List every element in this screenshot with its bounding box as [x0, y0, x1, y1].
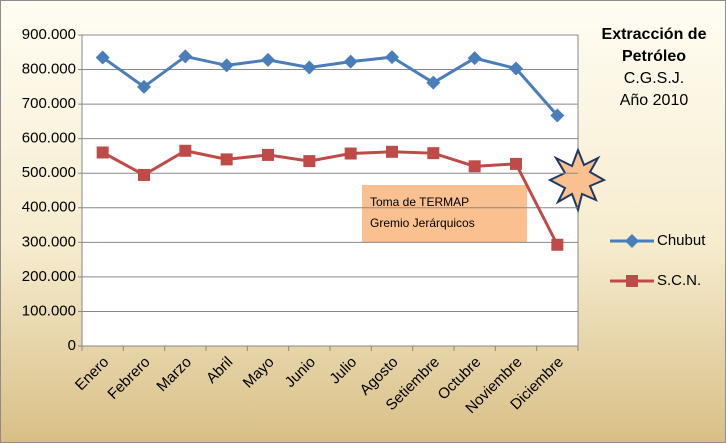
marker	[551, 238, 564, 251]
y-tick-label: 500.000	[22, 164, 76, 181]
y-tick-label: 700.000	[22, 95, 76, 112]
marker	[386, 145, 398, 158]
legend-marker	[625, 234, 639, 248]
marker	[385, 50, 399, 65]
marker	[344, 147, 357, 160]
y-tick-label: 200.000	[22, 268, 76, 285]
marker	[219, 58, 234, 73]
y-tick-label: 800.000	[22, 61, 76, 78]
marker	[427, 147, 440, 160]
marker	[262, 148, 274, 161]
chart-subtitle: Año 2010	[619, 92, 689, 109]
starburst	[547, 147, 607, 214]
y-tick-label: 300.000	[22, 233, 76, 250]
chart-subtitle: C.G.S.J.	[623, 70, 685, 87]
marker	[137, 79, 151, 94]
marker	[302, 60, 317, 75]
marker	[261, 52, 275, 67]
marker	[510, 157, 522, 170]
marker	[343, 54, 358, 69]
series-line	[101, 54, 559, 117]
marker	[467, 51, 482, 66]
annotation: Toma de TERMAP Gremio Jerárquicos	[370, 195, 475, 230]
y-tick-label: 100.000	[22, 302, 76, 319]
marker	[550, 108, 565, 123]
marker	[95, 50, 110, 65]
y-tick-label: 0	[68, 337, 76, 354]
legend-label: S.C.N.	[657, 272, 701, 289]
y-tick-label: 600.000	[22, 130, 76, 147]
marker	[426, 75, 441, 90]
marker	[96, 146, 109, 159]
marker	[178, 49, 193, 64]
annotation-box	[362, 185, 527, 242]
marker	[220, 153, 233, 166]
marker	[179, 144, 192, 157]
marker	[468, 160, 481, 173]
marker	[138, 168, 150, 181]
legend-label: Chubut	[657, 232, 706, 249]
legend-marker	[626, 275, 638, 287]
y-tick-label: 900.000	[22, 26, 76, 43]
series-line	[101, 149, 559, 246]
marker	[509, 61, 523, 76]
chart-title: Extracción de Petróleo	[601, 26, 707, 65]
marker	[303, 155, 316, 168]
y-tick-label: 400.000	[22, 199, 76, 216]
